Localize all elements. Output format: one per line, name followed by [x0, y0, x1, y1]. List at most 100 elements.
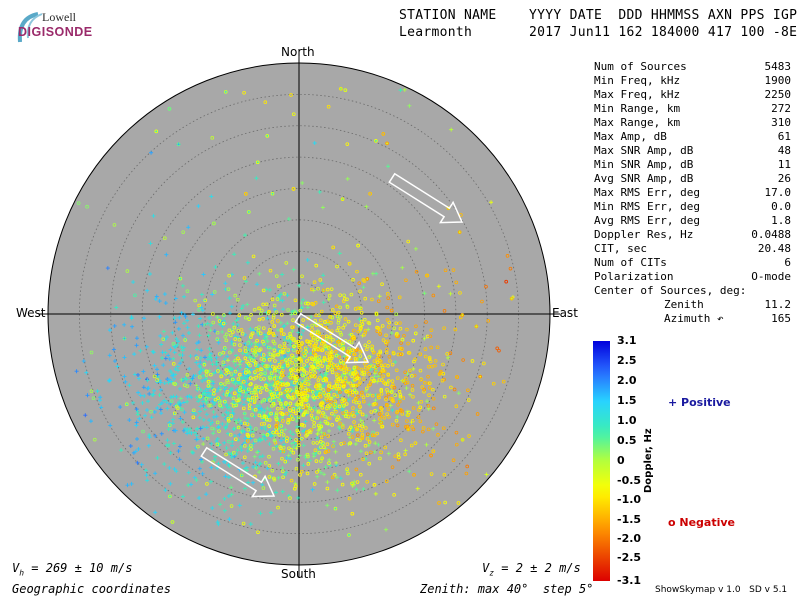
- negative-source-point: [390, 422, 395, 427]
- negative-source-point: [370, 393, 375, 398]
- negative-source-point: [386, 296, 391, 300]
- negative-source-point: [233, 358, 238, 363]
- negative-source-point: [339, 359, 343, 363]
- positive-source-point: [361, 285, 366, 290]
- positive-source-point: [108, 423, 113, 428]
- negative-source-point: [209, 403, 213, 408]
- positive-source-point: [199, 457, 204, 462]
- negative-source-point: [290, 395, 294, 400]
- negative-source-point: [304, 350, 308, 354]
- positive-source-point: [159, 431, 164, 436]
- center-azimuth-value: 165: [771, 312, 791, 325]
- negative-source-point: [325, 368, 330, 372]
- positive-source-point: [194, 478, 199, 483]
- negative-source-point: [385, 412, 389, 416]
- negative-source-point: [286, 348, 291, 352]
- positive-source-point: [154, 367, 159, 372]
- positive-source-point: [279, 438, 284, 443]
- positive-source-point: [135, 372, 140, 377]
- negative-source-point: [337, 404, 342, 409]
- positive-source-point: [241, 372, 246, 377]
- negative-source-point: [318, 278, 323, 282]
- positive-source-point: [383, 527, 388, 532]
- positive-source-point: [107, 353, 112, 358]
- positive-source-point: [230, 342, 235, 347]
- positive-source-point: [229, 455, 234, 460]
- positive-source-point: [173, 428, 178, 433]
- negative-source-point: [321, 388, 326, 392]
- positive-source-point: [375, 379, 380, 384]
- positive-source-point: [287, 456, 292, 461]
- negative-source-point: [268, 389, 273, 394]
- negative-source-point: [398, 346, 402, 351]
- negative-source-point: [321, 411, 325, 415]
- negative-source-point: [354, 390, 359, 395]
- negative-source-point: [398, 393, 403, 397]
- positive-source-point: [145, 288, 150, 293]
- positive-source-point: [171, 394, 176, 399]
- negative-source-point: [256, 373, 261, 378]
- negative-source-point: [293, 363, 298, 367]
- positive-source-point: [134, 437, 139, 442]
- negative-source-point: [217, 319, 222, 323]
- positive-source-point: [205, 357, 210, 362]
- positive-source-point: [119, 448, 124, 453]
- negative-source-point: [240, 331, 245, 336]
- negative-source-point: [169, 399, 174, 404]
- colorbar-tick-label: 2.5: [617, 354, 637, 367]
- negative-source-point: [305, 452, 310, 457]
- negative-source-point: [249, 447, 253, 451]
- negative-source-point: [389, 390, 394, 394]
- positive-source-point: [301, 463, 306, 468]
- negative-source-point: [277, 433, 282, 437]
- negative-source-point: [300, 436, 304, 441]
- negative-source-point: [330, 423, 334, 427]
- negative-source-point: [322, 355, 327, 360]
- negative-source-point: [324, 421, 329, 425]
- negative-source-point: [291, 450, 296, 455]
- negative-source-point: [314, 313, 318, 318]
- positive-source-point: [200, 308, 205, 313]
- negative-source-point: [289, 93, 293, 97]
- positive-source-point: [376, 374, 381, 379]
- colorbar-tick-label: -2.0: [617, 532, 642, 545]
- negative-source-point: [318, 376, 322, 380]
- positive-source-point: [197, 496, 202, 501]
- negative-source-point: [359, 310, 364, 315]
- negative-source-point: [340, 397, 345, 401]
- negative-source-point: [403, 370, 407, 375]
- positive-source-point: [168, 368, 173, 373]
- vz-value: = 2 ± 2 m/s: [494, 561, 581, 575]
- negative-source-point: [313, 359, 317, 364]
- negative-source-point: [355, 269, 359, 274]
- negative-source-point: [234, 437, 238, 441]
- stat-label: Max Range, km: [594, 116, 681, 129]
- negative-source-point: [434, 422, 439, 426]
- negative-source-point: [270, 364, 275, 369]
- positive-source-point: [191, 373, 196, 378]
- negative-source-point: [383, 445, 388, 450]
- negative-source-point: [223, 334, 228, 339]
- negative-source-point: [348, 441, 353, 445]
- positive-source-point: [185, 318, 190, 323]
- negative-source-point: [505, 254, 510, 258]
- negative-source-point: [451, 268, 456, 272]
- negative-source-point: [327, 354, 332, 359]
- positive-source-point: [259, 411, 264, 416]
- positive-source-point: [249, 386, 254, 391]
- negative-source-point: [355, 433, 360, 437]
- positive-source-point: [302, 373, 307, 378]
- positive-source-point: [366, 443, 371, 448]
- negative-source-point: [335, 314, 340, 319]
- negative-source-point: [336, 373, 341, 377]
- negative-source-point: [347, 346, 351, 351]
- negative-source-point: [272, 391, 277, 396]
- negative-source-point: [239, 328, 244, 332]
- positive-source-point: [194, 360, 199, 365]
- negative-source-point: [224, 452, 228, 457]
- negative-source-point: [303, 398, 308, 402]
- negative-source-point: [210, 426, 214, 431]
- positive-source-point: [422, 336, 427, 341]
- negative-source-point: [344, 414, 348, 419]
- positive-source-point: [386, 164, 391, 169]
